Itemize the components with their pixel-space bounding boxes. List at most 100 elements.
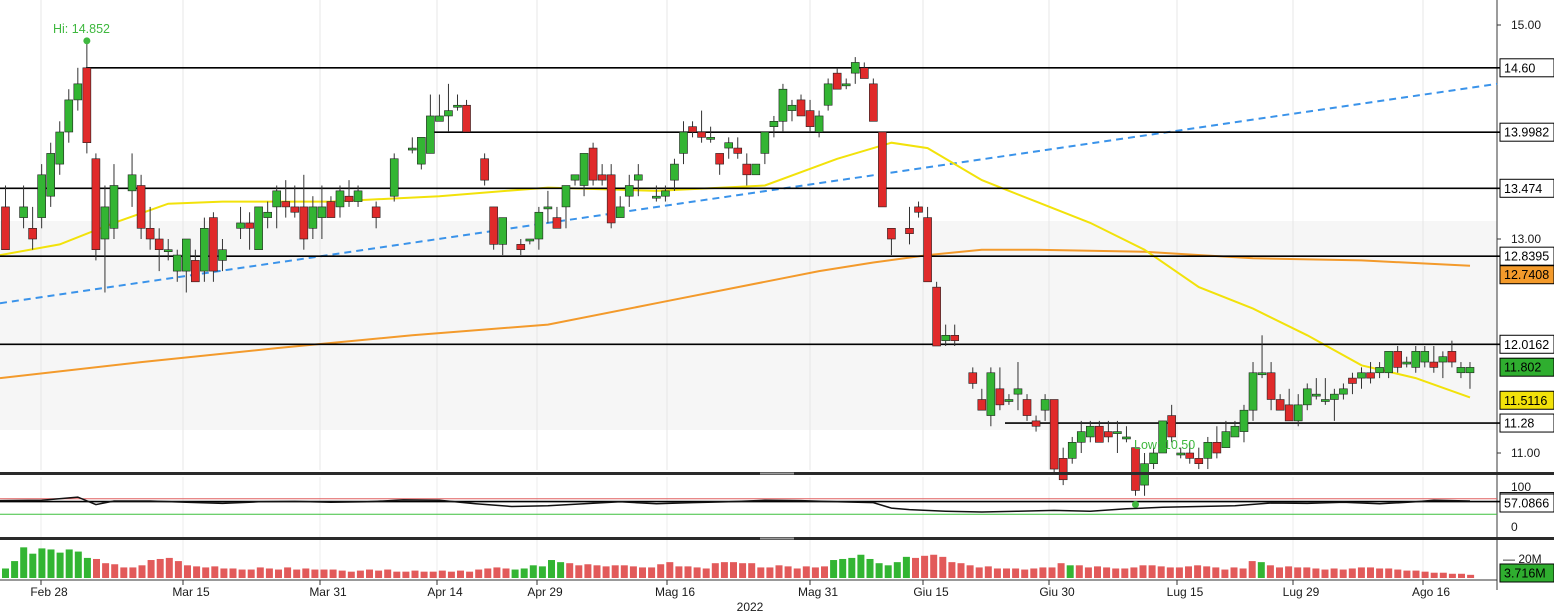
volume-bar (384, 569, 392, 578)
candle-up (1122, 436, 1131, 440)
candle-up (1004, 399, 1014, 402)
volume-bar (875, 563, 883, 578)
volume-bar (1194, 565, 1202, 578)
volume-bar (211, 566, 219, 578)
volume-bar (766, 567, 774, 578)
candle-down (91, 158, 101, 250)
trend-line-segment (0, 82, 1498, 305)
date-axis: 2022 Feb 28 Mar 15 Mar 31 Apr 14 Apr 29 Mag 1… (0, 579, 1497, 614)
candle-up (1384, 351, 1393, 374)
candle-down (1058, 458, 1068, 481)
volume-bar (1357, 567, 1365, 578)
volume-bar (402, 571, 410, 578)
volume-bar (1403, 570, 1411, 578)
rsi-tick-label: 100 (1511, 480, 1531, 494)
volume-bar (602, 566, 610, 578)
candle-up (389, 158, 399, 197)
candle-down (588, 147, 598, 181)
volume-bar (693, 567, 701, 578)
date-tick-label: Apr 14 (427, 585, 463, 599)
candle-up (778, 88, 788, 122)
value-tag-box (1499, 334, 1554, 354)
candle-down (869, 83, 878, 122)
volume-bar (502, 568, 510, 578)
candle-up (1456, 367, 1466, 374)
volume-bar (702, 568, 710, 578)
candle-up (1221, 431, 1231, 448)
candle-up (624, 185, 634, 197)
candle-up (1076, 431, 1086, 443)
volume-bar (557, 562, 565, 578)
candle-up (182, 238, 191, 272)
volume-bar (493, 567, 501, 578)
value-tag-box (1499, 58, 1554, 78)
right-price-axis: 15.00 13.00 11.00 100 0 — 20M (1497, 18, 1542, 566)
candle-down (1266, 372, 1276, 400)
candle-up (814, 115, 824, 133)
candle-down (1447, 351, 1457, 363)
candle-down (742, 163, 752, 176)
volume-bar (902, 556, 910, 578)
volume-bar (1148, 565, 1156, 578)
candle-up (1357, 372, 1366, 379)
candle-up (769, 121, 779, 127)
volume-bar (284, 567, 292, 578)
candle-down (1104, 431, 1113, 438)
candle-down (82, 67, 92, 144)
volume-bar (238, 569, 246, 578)
candle-down (1366, 372, 1375, 379)
candle-up (633, 174, 643, 181)
candle-up (1438, 356, 1448, 363)
candle-up (841, 83, 851, 87)
candle-down (859, 67, 869, 79)
candle-down (1275, 399, 1285, 411)
candle-up (1465, 367, 1475, 374)
volume-bar (866, 558, 874, 578)
axis-year-label: 2022 (737, 600, 764, 614)
date-tick-label: Giu 30 (1039, 585, 1075, 599)
volume-bar (1339, 569, 1347, 578)
volume-bar (1221, 569, 1229, 578)
value-tag-label: 11.28 (1504, 417, 1534, 431)
candle-up (163, 249, 173, 252)
candle-up (1302, 388, 1312, 406)
price-tags: 12.7408 14.60 13.9982 13.474 12.8395 12.0162 1… (1499, 58, 1554, 583)
candle-up (1176, 452, 1185, 456)
volume-bar (2, 568, 9, 578)
candle-down (281, 201, 291, 208)
rsi-tick-label: 0 (1511, 520, 1518, 534)
candle-up (850, 62, 860, 74)
volume-bar (830, 560, 838, 578)
candle-up (1321, 399, 1330, 402)
value-tag-label: 12.7408 (1504, 268, 1549, 282)
date-tick-label: Apr 29 (527, 585, 563, 599)
volume-bar (1385, 568, 1393, 578)
volume-bar (411, 570, 419, 578)
volume-bar (47, 549, 55, 578)
volume-bar (74, 551, 82, 578)
volume-bar (1166, 567, 1174, 578)
volume-bar (184, 565, 191, 578)
volume-bar (147, 560, 155, 578)
candle-up (652, 195, 661, 199)
candle-down (887, 228, 896, 240)
volume-bar (366, 569, 373, 578)
volume-bar (584, 564, 592, 578)
candle-up (534, 211, 544, 240)
volume-bar (1430, 572, 1438, 578)
volume-bar (293, 569, 301, 578)
volume-bar (1412, 570, 1420, 578)
volume-bar (1039, 567, 1047, 578)
volume-bar (1212, 567, 1220, 578)
low-marker (1132, 501, 1139, 508)
volume-bar (1239, 568, 1247, 578)
value-tag-box (1499, 122, 1554, 142)
volume-bar (275, 569, 282, 578)
date-tick-label: Mar 15 (172, 585, 210, 599)
price-tick-label: 11.00 (1511, 446, 1540, 460)
candle-down (1348, 377, 1357, 384)
candle-up (543, 206, 553, 210)
candle-up (1149, 452, 1158, 464)
volume-bar (821, 566, 828, 578)
